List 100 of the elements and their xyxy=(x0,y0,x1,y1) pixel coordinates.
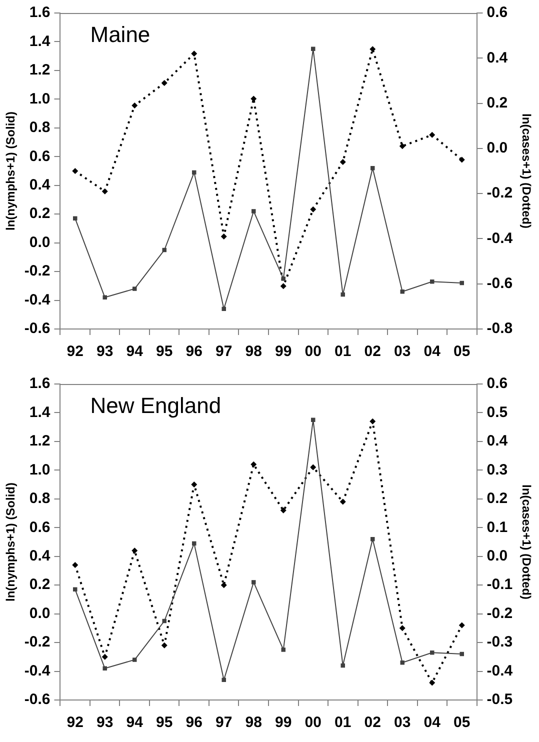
point xyxy=(132,102,138,109)
y2-tick-label: 0.5 xyxy=(486,404,508,421)
point xyxy=(252,209,256,214)
x-tick-label: 05 xyxy=(454,714,470,732)
y2-tick-label: 0.4 xyxy=(486,49,508,66)
y2-tick-label: 0.2 xyxy=(486,94,508,112)
y-tick-label: -0.4 xyxy=(24,291,51,308)
y2-tick-label: -0.8 xyxy=(486,320,513,338)
y-tick-label: 0.6 xyxy=(29,148,50,165)
y2-tick-label: 0.6 xyxy=(486,4,508,22)
y2-tick-label: 0.2 xyxy=(486,490,508,508)
y2-tick-label: 0.1 xyxy=(486,518,508,536)
point xyxy=(340,498,346,505)
y2-tick-label: 0.4 xyxy=(486,432,508,450)
y2-tick-label: -0.2 xyxy=(486,184,513,202)
point xyxy=(370,418,376,424)
point xyxy=(132,548,138,554)
y-tick-label: 0.8 xyxy=(29,490,50,508)
point xyxy=(280,283,286,290)
y-tick-label: 1.0 xyxy=(29,461,50,478)
point xyxy=(220,233,227,240)
x-tick-label: 97 xyxy=(216,343,232,360)
x-tick-label: 92 xyxy=(66,714,84,732)
x-tick-label: 99 xyxy=(275,343,292,360)
point xyxy=(72,168,78,174)
point xyxy=(429,680,436,686)
y2-axis-title: ln(cases+1) (Dotted) xyxy=(519,484,534,600)
y-axis-title: ln(nymphs+1) (Solid) xyxy=(4,111,18,231)
x-tick-label: 03 xyxy=(394,714,411,732)
y2-tick-label: -0.4 xyxy=(486,662,514,680)
y-tick-label: 1.4 xyxy=(29,404,51,421)
point xyxy=(400,290,404,294)
y-tick-label: -0.4 xyxy=(24,662,51,680)
point xyxy=(161,642,168,648)
x-tick-label: 97 xyxy=(216,714,232,732)
y-tick-label: 1.0 xyxy=(29,90,50,108)
point xyxy=(281,648,286,652)
y2-tick-label: -0.2 xyxy=(486,604,513,622)
y2-tick-label: -0.5 xyxy=(486,691,513,708)
x-tick-label: 98 xyxy=(245,714,262,732)
x-tick-label: 00 xyxy=(304,343,322,360)
y2-tick-label: 0.6 xyxy=(486,375,508,392)
x-tick-label: 99 xyxy=(275,714,292,732)
y-tick-label: 1.4 xyxy=(29,32,51,50)
point xyxy=(252,580,256,584)
y-tick-label: -0.2 xyxy=(24,634,50,651)
x-tick-label: 02 xyxy=(364,714,381,732)
y-tick-label: -0.2 xyxy=(24,262,50,280)
y-tick-label: 0.0 xyxy=(29,604,50,622)
x-tick-label: 98 xyxy=(245,343,262,360)
point xyxy=(399,625,406,632)
y-tick-label: 1.6 xyxy=(29,375,50,392)
y-tick-label: -0.6 xyxy=(24,320,50,338)
x-tick-label: 93 xyxy=(96,714,114,732)
point xyxy=(310,464,316,470)
y2-tick-label: -0.4 xyxy=(486,230,514,247)
y2-tick-label: 0.0 xyxy=(486,548,508,565)
y2-tick-label: 0.3 xyxy=(486,461,508,478)
x-tick-label: 94 xyxy=(126,714,144,732)
x-tick-label: 92 xyxy=(66,343,84,360)
x-tick-label: 04 xyxy=(424,714,442,732)
x-tick-label: 96 xyxy=(186,343,202,360)
y2-axis-title: ln(cases+1) (Dotted) xyxy=(519,113,534,229)
x-tick-label: 01 xyxy=(334,343,352,360)
point xyxy=(220,582,227,588)
y-tick-label: 1.2 xyxy=(29,62,50,79)
y2-tick-label: -0.1 xyxy=(486,576,513,594)
point xyxy=(191,50,198,57)
point xyxy=(458,156,465,163)
x-tick-label: 02 xyxy=(364,343,381,360)
point xyxy=(102,654,108,660)
y2-tick-label: 0.0 xyxy=(486,140,508,157)
y-tick-label: 0.2 xyxy=(29,205,50,222)
point xyxy=(458,622,465,628)
point xyxy=(399,143,406,150)
point xyxy=(400,660,404,665)
y-tick-label: 0.8 xyxy=(29,119,50,136)
x-tick-label: 96 xyxy=(186,714,202,732)
y-tick-label: 0.4 xyxy=(29,548,51,565)
point xyxy=(102,188,108,194)
point xyxy=(132,286,137,291)
chart-title: New England xyxy=(90,393,222,418)
x-tick-label: 01 xyxy=(334,714,352,732)
x-tick-label: 00 xyxy=(304,714,322,732)
x-tick-label: 94 xyxy=(126,343,144,360)
y-tick-label: -0.6 xyxy=(24,691,50,708)
point xyxy=(310,206,316,212)
chart-title: Maine xyxy=(90,22,150,48)
x-tick-label: 93 xyxy=(96,343,114,360)
point xyxy=(370,46,376,52)
point xyxy=(161,80,168,86)
y2-tick-label: -0.6 xyxy=(486,275,513,292)
x-tick-label: 03 xyxy=(394,343,411,360)
point xyxy=(132,658,137,662)
x-tick-label: 04 xyxy=(424,343,442,360)
x-tick-label: 95 xyxy=(156,714,173,732)
y-tick-label: 1.6 xyxy=(29,4,50,22)
x-tick-label: 95 xyxy=(156,343,173,360)
point xyxy=(340,158,346,165)
y-tick-label: 0.6 xyxy=(29,518,50,536)
